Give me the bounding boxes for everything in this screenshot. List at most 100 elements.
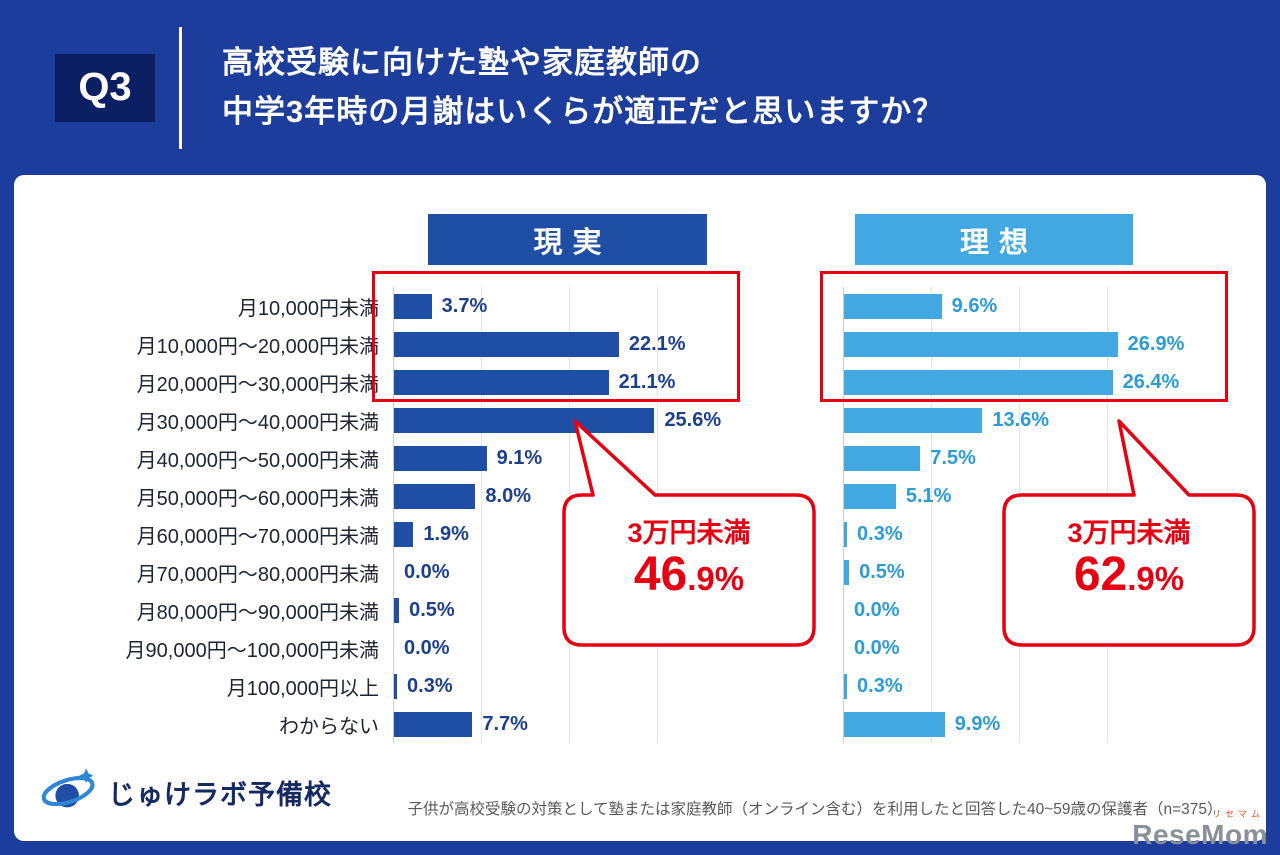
plot-cell-reality: 22.1% xyxy=(393,325,745,363)
value-label: 9.1% xyxy=(496,446,543,469)
value-label: 3.7% xyxy=(441,294,488,317)
value-label: 0.5% xyxy=(859,560,905,583)
bar xyxy=(844,445,921,471)
plot-cell-ideal: 0.3% xyxy=(843,667,1195,705)
speech-bubble-icon xyxy=(562,419,816,647)
callout-value: 46.9% xyxy=(564,547,814,602)
category-label: わからない xyxy=(279,715,379,738)
speech-bubble-icon xyxy=(1002,419,1256,647)
callout-value-decimal: .9% xyxy=(1127,560,1185,597)
value-label: 9.9% xyxy=(954,712,1001,735)
value-label: 0.0% xyxy=(404,560,450,583)
category-label: 月10,000円〜20,000円未満 xyxy=(136,335,379,358)
value-label: 0.3% xyxy=(407,674,453,697)
highlight-box-reality xyxy=(372,271,740,402)
highlight-box-ideal xyxy=(820,271,1228,402)
value-label: 0.0% xyxy=(854,598,900,621)
value-label: 1.9% xyxy=(423,522,469,545)
chart-row: 月30,000円〜40,000円未満 25.6% 13.6% xyxy=(14,401,1266,439)
series-header-ideal: 理想 xyxy=(855,214,1133,265)
bar xyxy=(844,521,848,547)
bar xyxy=(394,483,476,509)
question-title-line1: 高校受験に向けた塾や家庭教師の xyxy=(222,45,702,81)
bar xyxy=(844,369,1113,395)
plot-cell-ideal: 9.9% xyxy=(843,705,1195,743)
chart-row: 月20,000円〜30,000円未満 21.1% 26.4% xyxy=(14,363,1266,401)
bar xyxy=(394,521,414,547)
plot-cell-ideal: 13.6% xyxy=(843,401,1195,439)
bar xyxy=(844,673,848,699)
question-title: 高校受験に向けた塾や家庭教師の 中学3年時の月謝はいくらが適正だと思いますか？ xyxy=(222,39,944,135)
plot-cell-reality: 9.1% xyxy=(393,439,745,477)
bar xyxy=(394,293,432,319)
category-label: 月70,000円〜80,000円未満 xyxy=(136,563,379,586)
header: Q3 高校受験に向けた塾や家庭教師の 中学3年時の月謝はいくらが適正だと思います… xyxy=(0,0,1280,175)
value-label: 25.6% xyxy=(664,408,722,431)
callout-reality: 3万円未満 46.9% xyxy=(559,415,819,650)
resemom-watermark: リセマム ReseMom xyxy=(1132,810,1268,849)
plot-cell-reality: 25.6% xyxy=(393,401,745,439)
question-title-line2: 中学3年時の月謝はいくらが適正だと思いますか？ xyxy=(222,93,945,129)
plot-cell-reality: 0.0% xyxy=(393,629,745,667)
plot-cell-reality: 21.1% xyxy=(393,363,745,401)
category-label: 月100,000円以上 xyxy=(226,677,379,700)
category-label: 月40,000円〜50,000円未満 xyxy=(136,449,379,472)
category-label: 月10,000円未満 xyxy=(237,297,379,320)
bar xyxy=(844,559,850,585)
chart-row: 月10,000円〜20,000円未満 22.1% 26.9% xyxy=(14,325,1266,363)
value-label: 0.3% xyxy=(857,522,903,545)
bar xyxy=(844,483,896,509)
chart-row: 月100,000円以上 0.3% 0.3% xyxy=(14,667,1266,705)
plot-cell-ideal: 26.4% xyxy=(843,363,1195,401)
header-divider xyxy=(179,26,182,149)
bar xyxy=(844,407,983,433)
plot-cell-reality: 7.7% xyxy=(393,705,745,743)
bar xyxy=(394,711,473,737)
chart-card: 現実 理想 月10,000円未満 3.7% 9.6% 月10,000円〜20,000円… xyxy=(14,175,1266,841)
category-label: 月20,000円〜30,000円未満 xyxy=(136,373,379,396)
question-number-badge: Q3 xyxy=(55,53,155,122)
callout-value: 62.9% xyxy=(1004,547,1254,602)
bar xyxy=(394,597,400,623)
value-label: 0.0% xyxy=(404,636,450,659)
bar xyxy=(394,407,655,433)
plot-cell-reality: 3.7% xyxy=(393,287,745,325)
value-label: 7.7% xyxy=(482,712,528,735)
callout-value-decimal: .9% xyxy=(687,560,745,597)
callout-label: 3万円未満 xyxy=(1067,518,1191,548)
plot-cell-ideal: 9.6% xyxy=(843,287,1195,325)
bar xyxy=(394,369,609,395)
callout-label: 3万円未満 xyxy=(627,518,751,548)
series-header-reality: 現実 xyxy=(428,214,707,265)
resemom-watermark-katakana: リセマム xyxy=(1211,809,1264,819)
plot-cell-reality: 0.3% xyxy=(393,667,745,705)
bar xyxy=(844,711,945,737)
bar xyxy=(844,331,1118,357)
resemom-watermark-logo: ReseMom xyxy=(1132,819,1268,850)
category-label: 月30,000円〜40,000円未満 xyxy=(136,411,379,434)
category-label: 月90,000円〜100,000円未満 xyxy=(125,639,379,662)
value-label: 26.9% xyxy=(1127,332,1185,355)
plot-cell-ideal: 26.9% xyxy=(843,325,1195,363)
bar xyxy=(394,673,398,699)
chart-row: わからない 7.7% 9.9% xyxy=(14,705,1266,743)
value-label: 9.6% xyxy=(951,294,998,317)
bar xyxy=(394,331,619,357)
value-label: 7.5% xyxy=(930,446,976,469)
value-label: 26.4% xyxy=(1122,370,1180,393)
value-label: 21.1% xyxy=(618,370,676,393)
bar xyxy=(844,293,942,319)
value-label: 8.0% xyxy=(485,484,531,507)
brand-logo-text: じゅけラボ予備校 xyxy=(108,779,332,810)
callout-value-main: 62 xyxy=(1073,548,1128,601)
callout-value-main: 46 xyxy=(633,548,688,601)
category-label: 月60,000円〜70,000円未満 xyxy=(136,525,379,548)
jukelab-logo-icon xyxy=(41,768,95,808)
value-label: 0.3% xyxy=(857,674,903,697)
survey-note: 子供が高校受験の対策として塾または家庭教師（オンライン含む）を利用したと回答した… xyxy=(407,801,1223,818)
brand-logo: じゅけラボ予備校 xyxy=(40,763,332,821)
category-label: 月80,000円〜90,000円未満 xyxy=(136,601,379,624)
chart-row: 月10,000円未満 3.7% 9.6% xyxy=(14,287,1266,325)
callout-ideal: 3万円未満 62.9% xyxy=(999,415,1259,650)
